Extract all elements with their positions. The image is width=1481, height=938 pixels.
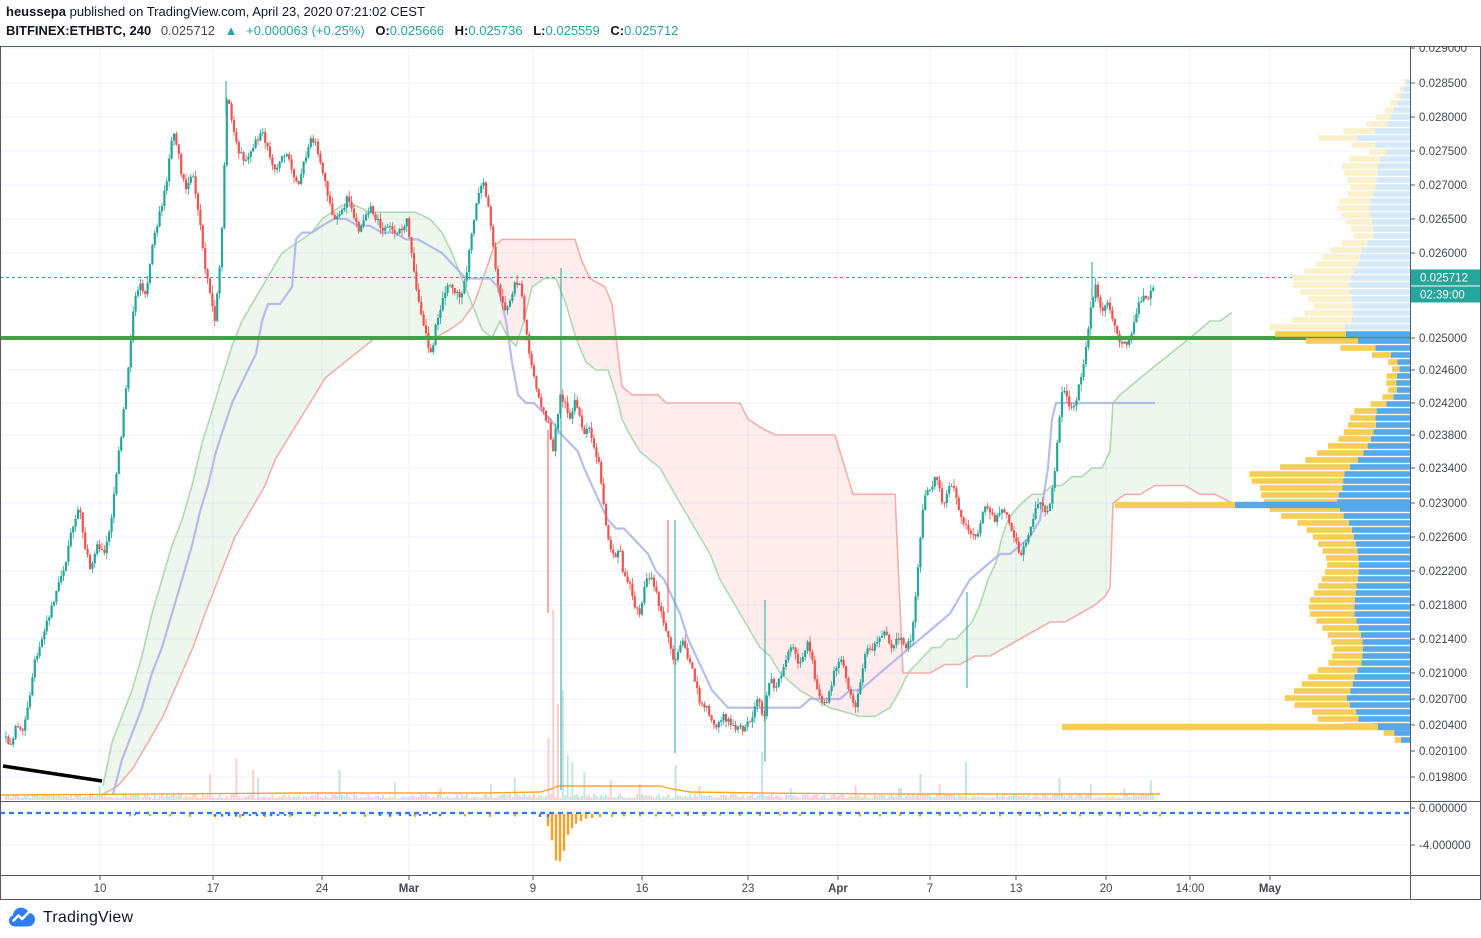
byline-text: published on TradingView.com, April 23, … — [65, 4, 425, 19]
price-change: +0.000063 (+0.25%) — [246, 23, 365, 38]
price-axis-label: 0.023400 — [1419, 463, 1467, 475]
gridlines — [0, 46, 1410, 875]
chikou-span-line — [111, 217, 1155, 795]
high-label: H: — [454, 23, 469, 38]
close-value: 0.025712 — [624, 23, 679, 38]
time-axis-label: 20 — [1100, 883, 1113, 895]
cloud-green — [103, 205, 500, 794]
price-axis-label: 0.021000 — [1419, 668, 1467, 680]
price-axis-label: 0.028500 — [1419, 78, 1467, 90]
symbol-interval-label[interactable]: BITFINEX:ETHBTC, 240 — [6, 23, 152, 38]
price-axis-label: 0.028000 — [1419, 112, 1467, 124]
publisher-username: heussepa — [6, 4, 66, 19]
poc-row — [1062, 723, 1378, 731]
high-value: 0.025736 — [468, 23, 523, 38]
tradingview-cloud-icon — [9, 907, 35, 927]
symbol-status-line: BITFINEX:ETHBTC, 240 0.025712 ▲ +0.00006… — [6, 23, 678, 38]
chart-header: heussepa published on TradingView.com, A… — [0, 0, 1481, 46]
price-axis-label: 0.027000 — [1419, 180, 1467, 192]
price-axis-label: 0.023800 — [1419, 430, 1467, 442]
price-axis-label: 0.026000 — [1419, 248, 1467, 260]
chart-canvas[interactable]: 0.029000 0.028500 0.028000 0.027500 0.027000… — [0, 46, 1481, 900]
subpane-axis-label: 0.000000 — [1419, 803, 1467, 815]
volume-ma-line — [0, 785, 1160, 796]
low-value: 0.025559 — [545, 23, 600, 38]
time-axis-label: 17 — [207, 883, 220, 895]
time-axis-label: 24 — [316, 883, 329, 895]
price-axis-label: 0.024600 — [1419, 365, 1467, 377]
time-axis-label: 14:00 — [1176, 883, 1205, 895]
current-price-badge — [1411, 269, 1480, 286]
volume-profile — [1062, 79, 1411, 743]
candlesticks — [4, 81, 1155, 790]
footer-bar: TradingView — [0, 900, 1481, 938]
countdown-badge-text: 02:39:00 — [1420, 289, 1465, 301]
subpane-axis-label: -4.000000 — [1419, 840, 1471, 852]
price-axis-label: 0.021400 — [1419, 634, 1467, 646]
time-axis-label: 16 — [636, 883, 649, 895]
time-axis-label: May — [1259, 883, 1282, 895]
price-axis-label: 0.024200 — [1419, 398, 1467, 410]
trendline-drawing[interactable] — [2, 764, 103, 783]
price-axis-label: 0.022200 — [1419, 566, 1467, 578]
chart-frame — [0, 46, 1481, 900]
countdown-badge — [1411, 286, 1480, 303]
cloud-green — [904, 312, 1232, 682]
price-axis-label: 0.020700 — [1419, 694, 1467, 706]
price-axis-label: 0.020400 — [1419, 720, 1467, 732]
price-axis-label: 0.021800 — [1419, 600, 1467, 612]
price-axis-label: 0.029000 — [1419, 46, 1467, 55]
time-axis-label: 10 — [94, 883, 107, 895]
senkou-b-line — [102, 238, 1233, 795]
last-price: 0.025712 — [160, 23, 216, 38]
price-axis-label: 0.023000 — [1419, 498, 1467, 510]
price-axis-label: 0.020100 — [1419, 746, 1467, 758]
price-axis-label: 0.022600 — [1419, 532, 1467, 544]
low-label: L: — [533, 23, 546, 38]
publish-byline: heussepa published on TradingView.com, A… — [6, 4, 425, 19]
change-arrow-icon: ▲ — [224, 23, 238, 38]
volume-histogram — [0, 610, 1160, 800]
tradingview-logo-text: TradingView — [43, 909, 134, 926]
senkou-a-line — [102, 204, 1233, 786]
price-axis[interactable]: 0.029000 0.028500 0.028000 0.027500 0.027000… — [1410, 46, 1480, 852]
cloud-red — [500, 239, 904, 717]
current-price-badge-text: 0.025712 — [1420, 272, 1468, 284]
indicator-subpane — [0, 811, 1410, 862]
time-axis-label: 23 — [742, 883, 755, 895]
time-axis-label: 7 — [927, 883, 933, 895]
price-axis-label: 0.027500 — [1419, 146, 1467, 158]
price-axis-label: 0.026500 — [1419, 214, 1467, 226]
tradingview-logo[interactable]: TradingView — [8, 905, 133, 931]
open-value: 0.025666 — [389, 23, 445, 38]
time-axis[interactable]: 10 17 24 Mar 9 16 23 Apr 7 13 20 14:00 May — [94, 875, 1282, 895]
ichimoku-cloud — [102, 204, 1233, 795]
close-label: C: — [610, 23, 625, 38]
price-axis-label: 0.025000 — [1419, 333, 1467, 345]
time-axis-label: Mar — [399, 883, 420, 895]
open-label: O: — [375, 23, 390, 38]
price-axis-label: 0.019800 — [1419, 772, 1467, 784]
time-axis-label: Apr — [828, 883, 848, 895]
time-axis-label: 9 — [530, 883, 536, 895]
time-axis-label: 13 — [1010, 883, 1023, 895]
poc-row — [1115, 501, 1235, 509]
